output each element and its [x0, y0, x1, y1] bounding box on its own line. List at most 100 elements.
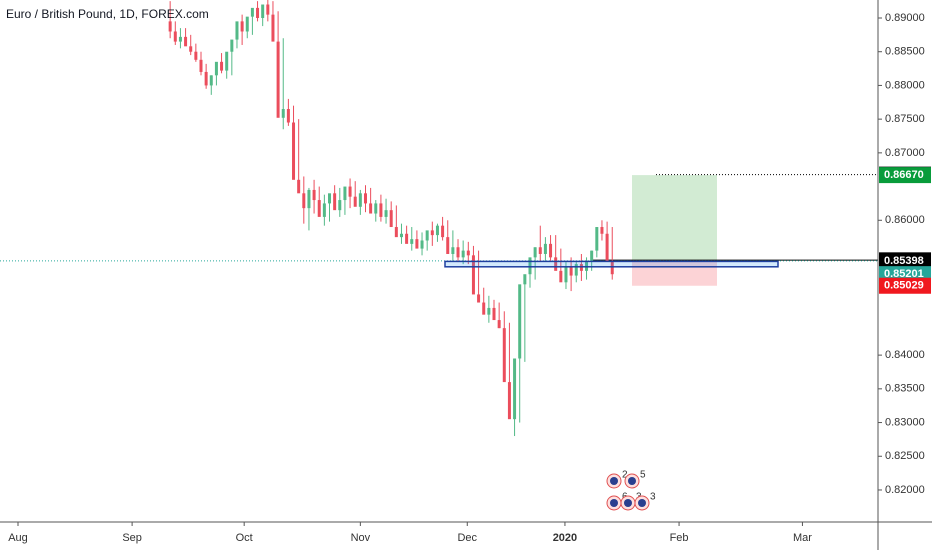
candle-body	[446, 237, 450, 254]
candle-body	[204, 71, 208, 86]
price-label: 0.85029	[884, 280, 924, 292]
y-tick-label: 0.82500	[885, 450, 925, 462]
candle-body	[240, 21, 244, 32]
candle-body	[353, 196, 357, 207]
y-tick-label: 0.87000	[885, 147, 925, 159]
candle-body	[528, 257, 532, 275]
candle-body	[281, 109, 285, 118]
candle-body	[173, 31, 177, 42]
y-tick-label: 0.87500	[885, 113, 925, 125]
y-tick-label: 0.88000	[885, 79, 925, 91]
price-label-box	[879, 277, 931, 294]
candle-body	[302, 193, 306, 209]
candle-body	[538, 247, 542, 254]
y-tick-label: 0.86000	[885, 214, 925, 226]
x-tick-label: Aug	[8, 532, 28, 544]
candle-body	[420, 240, 424, 249]
candle-body	[230, 39, 234, 52]
candle-body	[235, 21, 239, 40]
candle-body	[194, 51, 198, 60]
event-flag	[610, 477, 618, 485]
candle-body	[338, 200, 342, 211]
candle-body	[430, 230, 434, 236]
price-label: 0.85201	[884, 268, 924, 280]
candle-body	[595, 227, 599, 251]
candle-body	[271, 14, 275, 42]
candle-body	[358, 193, 362, 207]
candle-body	[168, 21, 172, 32]
candle-body	[600, 227, 604, 234]
candle-body	[379, 203, 383, 217]
candle-body	[261, 4, 265, 19]
x-tick-label: Dec	[457, 532, 477, 544]
candle-body	[523, 274, 527, 285]
x-tick-label: Oct	[236, 532, 253, 544]
candle-body	[184, 36, 188, 47]
candle-body	[425, 230, 429, 241]
y-tick-label: 0.89000	[885, 12, 925, 24]
candle-body	[482, 302, 486, 315]
x-tick-label: Feb	[670, 532, 689, 544]
candle-body	[369, 203, 373, 214]
support-zone	[444, 260, 779, 268]
candle-body	[328, 193, 332, 204]
candle-body	[569, 267, 573, 276]
candle-body	[502, 328, 506, 383]
candle-body	[466, 250, 470, 256]
candle-body	[405, 233, 409, 244]
candle-body	[507, 382, 511, 420]
y-tick-label: 0.82000	[885, 484, 925, 496]
loss-zone	[632, 260, 717, 286]
candle-body	[533, 247, 537, 258]
event-flag	[624, 499, 632, 507]
profit-zone	[632, 175, 717, 261]
candle-body	[513, 358, 517, 420]
candle-body	[456, 247, 460, 258]
candle-body	[307, 189, 311, 209]
candle-body	[286, 109, 290, 123]
event-flag	[638, 499, 646, 507]
candle-body	[605, 233, 609, 261]
candle-body	[245, 16, 249, 32]
x-tick-label: Nov	[351, 532, 371, 544]
candle-body	[266, 4, 270, 15]
candle-body	[451, 247, 455, 254]
candle-body	[394, 227, 398, 238]
price-label-box	[879, 252, 931, 269]
event-flag	[610, 499, 618, 507]
y-tick-label: 0.83500	[885, 383, 925, 395]
x-tick-label: 2020	[553, 532, 577, 544]
candle-body	[189, 46, 193, 52]
candle-body	[471, 255, 475, 295]
candle-body	[435, 225, 439, 236]
x-tick-label: Mar	[793, 532, 812, 544]
candle-body	[518, 284, 522, 359]
candle-body	[554, 257, 558, 271]
candle-body	[543, 243, 547, 254]
price-label-box	[879, 167, 931, 184]
candle-body	[374, 203, 378, 214]
candle-body	[209, 75, 213, 86]
event-count: 5	[640, 470, 646, 481]
y-tick-label: 0.83000	[885, 416, 925, 428]
candle-body	[199, 59, 203, 72]
candle-body	[225, 51, 229, 71]
candle-body	[312, 189, 316, 201]
candle-body	[220, 61, 224, 71]
candle-body	[256, 7, 260, 19]
price-label: 0.85398	[884, 255, 924, 267]
candle-body	[363, 193, 367, 204]
candle-body	[441, 225, 445, 238]
event-count: 3	[650, 492, 656, 503]
event-count: 2	[622, 470, 628, 481]
chart-title: Euro / British Pound, 1D, FOREX.com	[6, 7, 209, 21]
candle-body	[492, 307, 496, 321]
candle-body	[333, 193, 337, 211]
candle-body	[399, 233, 403, 238]
candle-body	[178, 36, 182, 42]
candle-body	[477, 294, 481, 303]
candle-body	[549, 243, 553, 258]
price-label: 0.86670	[884, 169, 924, 181]
